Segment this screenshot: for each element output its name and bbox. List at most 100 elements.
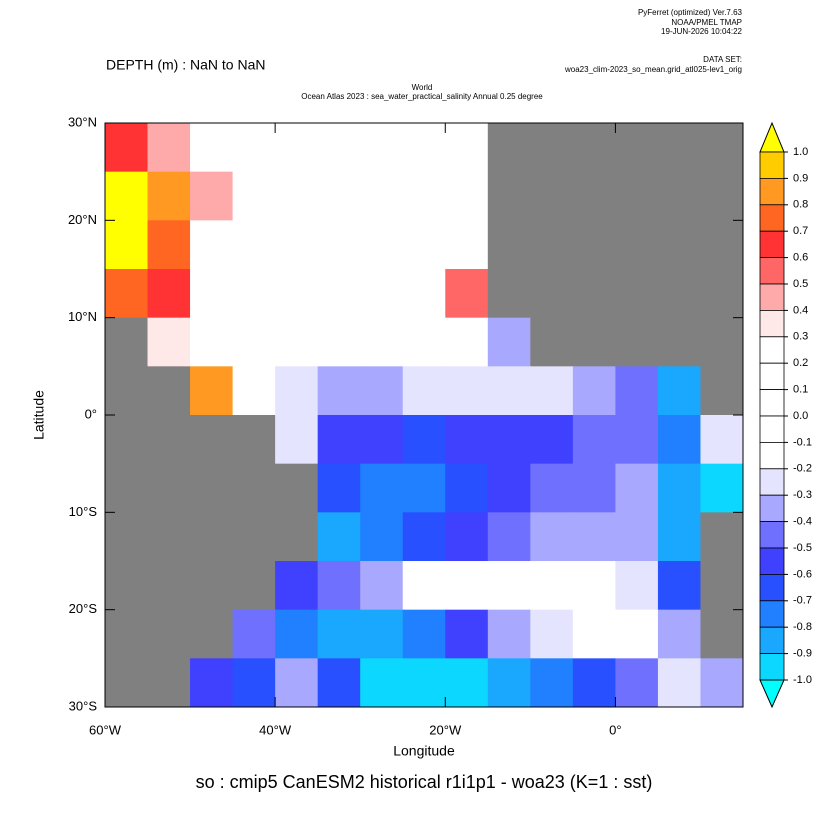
- field-cell: [402, 171, 446, 221]
- land-cell: [105, 609, 149, 659]
- field-cell: [360, 609, 404, 659]
- field-cell: [317, 609, 361, 659]
- colorbar-band: [759, 151, 785, 179]
- field-cell: [700, 415, 744, 465]
- field-cell: [275, 366, 319, 416]
- land-cell: [615, 123, 659, 173]
- land-cell: [105, 366, 149, 416]
- field-cell: [445, 220, 489, 270]
- field-cell: [232, 317, 276, 367]
- field-cell: [147, 317, 191, 367]
- field-cell: [572, 415, 616, 465]
- field-cell: [615, 366, 659, 416]
- field-cell: [615, 609, 659, 659]
- field-cell: [402, 561, 446, 611]
- land-cell: [190, 415, 234, 465]
- land-cell: [572, 171, 616, 221]
- field-cell: [360, 658, 404, 708]
- land-cell: [700, 269, 744, 319]
- colorbar-band: [759, 336, 785, 364]
- depth-label: DEPTH (m) : NaN to NaN: [106, 57, 265, 73]
- field-cell: [360, 561, 404, 611]
- land-cell: [105, 415, 149, 465]
- field-cell: [445, 658, 489, 708]
- land-cell: [700, 512, 744, 562]
- field-cell: [700, 658, 744, 708]
- field-cell: [360, 123, 404, 173]
- field-cell: [190, 317, 234, 367]
- colorbar-label: 0.5: [793, 278, 808, 290]
- colorbar-band: [759, 389, 785, 417]
- field-cell: [530, 415, 574, 465]
- field-cell: [190, 269, 234, 319]
- land-cell: [147, 561, 191, 611]
- field-cell: [275, 609, 319, 659]
- field-cell: [487, 463, 531, 513]
- field-cell: [275, 220, 319, 270]
- x-tick-label: 20°W: [429, 722, 462, 737]
- field-cell: [275, 658, 319, 708]
- field-cell: [402, 123, 446, 173]
- y-tick-label: 0°: [85, 406, 97, 421]
- header-line: PyFerret (optimized) Ver.7.63: [638, 8, 743, 17]
- land-cell: [700, 123, 744, 173]
- field-cell: [275, 123, 319, 173]
- field-cell: [275, 561, 319, 611]
- colorbar-band: [759, 177, 785, 206]
- field-cell: [317, 317, 361, 367]
- field-cell: [487, 658, 531, 708]
- land-cell: [530, 317, 574, 367]
- chart-subtitle: Ocean Atlas 2023 : sea_water_practical_s…: [301, 92, 543, 101]
- colorbar-label: 0.8: [793, 199, 808, 211]
- field-cell: [360, 366, 404, 416]
- land-cell: [147, 366, 191, 416]
- land-cell: [232, 512, 276, 562]
- land-cell: [657, 220, 701, 270]
- field-cell: [615, 561, 659, 611]
- land-cell: [147, 415, 191, 465]
- land-cell: [105, 561, 149, 611]
- colorbar-label: 0.3: [793, 331, 808, 343]
- colorbar-label: 0.6: [793, 252, 808, 264]
- land-cell: [657, 317, 701, 367]
- field-cell: [232, 220, 276, 270]
- colorbar-arrow: [759, 679, 785, 709]
- caption: so : cmip5 CanESM2 historical r1i1p1 - w…: [196, 772, 653, 792]
- field-cell: [402, 220, 446, 270]
- field-cell: [317, 171, 361, 221]
- field-cell: [317, 512, 361, 562]
- land-cell: [615, 317, 659, 367]
- land-cell: [190, 561, 234, 611]
- field-cell: [572, 609, 616, 659]
- colorbar-label: -0.7: [793, 595, 812, 607]
- land-cell: [615, 171, 659, 221]
- field-cell: [190, 658, 234, 708]
- field-cell: [360, 463, 404, 513]
- colorbar-band: [759, 283, 785, 311]
- field-cell: [190, 366, 234, 416]
- x-tick-label: 0°: [609, 722, 621, 737]
- land-cell: [487, 220, 531, 270]
- land-cell: [700, 171, 744, 221]
- field-cell: [105, 220, 149, 270]
- land-cell: [572, 269, 616, 319]
- land-cell: [487, 269, 531, 319]
- land-cell: [190, 463, 234, 513]
- colorbar-label: 0.1: [793, 384, 808, 396]
- field-cell: [445, 609, 489, 659]
- field-cell: [317, 658, 361, 708]
- land-cell: [700, 220, 744, 270]
- field: [105, 123, 744, 708]
- field-cell: [317, 220, 361, 270]
- field-cell: [487, 366, 531, 416]
- field-cell: [615, 658, 659, 708]
- field-cell: [657, 561, 701, 611]
- x-axis-label: Longitude: [393, 743, 455, 759]
- x-tick-label: 40°W: [259, 722, 292, 737]
- land-cell: [147, 658, 191, 708]
- field-cell: [572, 658, 616, 708]
- field-cell: [402, 658, 446, 708]
- dataset-label: DATA SET:: [703, 55, 742, 64]
- colorbar-band: [759, 653, 785, 681]
- field-cell: [402, 317, 446, 367]
